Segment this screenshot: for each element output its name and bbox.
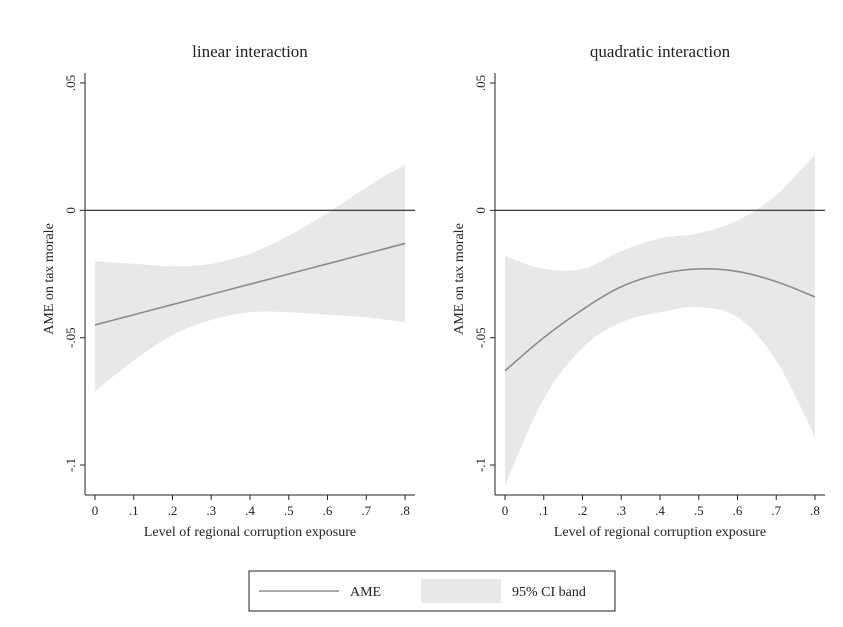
x-tick-label: 0: [502, 503, 509, 518]
x-tick-label: .1: [129, 503, 139, 518]
ci-band: [95, 164, 405, 392]
x-tick-label: .4: [245, 503, 255, 518]
y-tick-label: -.05: [473, 327, 488, 348]
x-tick-label: .5: [694, 503, 704, 518]
x-tick-label: .2: [578, 503, 588, 518]
legend-ame-label: AME: [350, 585, 381, 600]
x-tick-label: .8: [810, 503, 820, 518]
ame-line: [94, 242, 406, 326]
x-tick-label: .6: [733, 503, 743, 518]
x-tick-label: .7: [361, 503, 371, 518]
x-tick-label: .3: [206, 503, 216, 518]
x-tick-label: .5: [284, 503, 294, 518]
x-tick-label: 0: [92, 503, 99, 518]
legend: AME 95% CI band: [248, 570, 616, 612]
x-tick-label: .8: [400, 503, 410, 518]
chart-panel-1: -.1 -.05 0 .05 0 .1 .2 .3 .4 .5 .6 .7 .8 linear inter…: [42, 42, 415, 540]
panel-title: quadratic interaction: [590, 42, 731, 61]
x-axis-label: Level of regional corruption exposure: [144, 525, 356, 540]
y-tick-label: 0: [473, 207, 488, 214]
x-tick-label: .4: [655, 503, 665, 518]
x-tick-label: .6: [323, 503, 333, 518]
x-axis-label: Level of regional corruption exposure: [554, 525, 766, 540]
ci-band: [505, 154, 815, 486]
legend-ci-swatch: [421, 579, 501, 603]
panel-title: linear interaction: [192, 42, 308, 61]
x-tick-label: .7: [771, 503, 781, 518]
y-tick-label: -.1: [63, 458, 78, 472]
x-tick-label: .1: [539, 503, 549, 518]
chart-panel-2: -.1 -.05 0 .05 0 .1 .2 .3 .4 .5 .6 .7 .8 quadratic in…: [452, 42, 825, 540]
y-tick-label: .05: [63, 75, 78, 91]
y-tick-label: .05: [473, 75, 488, 91]
x-tick-label: .2: [168, 503, 178, 518]
legend-ci-label: 95% CI band: [512, 585, 586, 600]
ame-line: [504, 268, 816, 372]
y-axis-label: AME on tax morale: [42, 223, 57, 335]
y-tick-label: -.05: [63, 327, 78, 348]
y-tick-label: 0: [63, 207, 78, 214]
x-tick-label: .3: [616, 503, 626, 518]
y-tick-label: -.1: [473, 458, 488, 472]
y-axis-label: AME on tax morale: [452, 223, 467, 335]
chart-panels: -.1 -.05 0 .05 0 .1 .2 .3 .4 .5 .6 .7 .8 linear inter…: [42, 42, 825, 540]
